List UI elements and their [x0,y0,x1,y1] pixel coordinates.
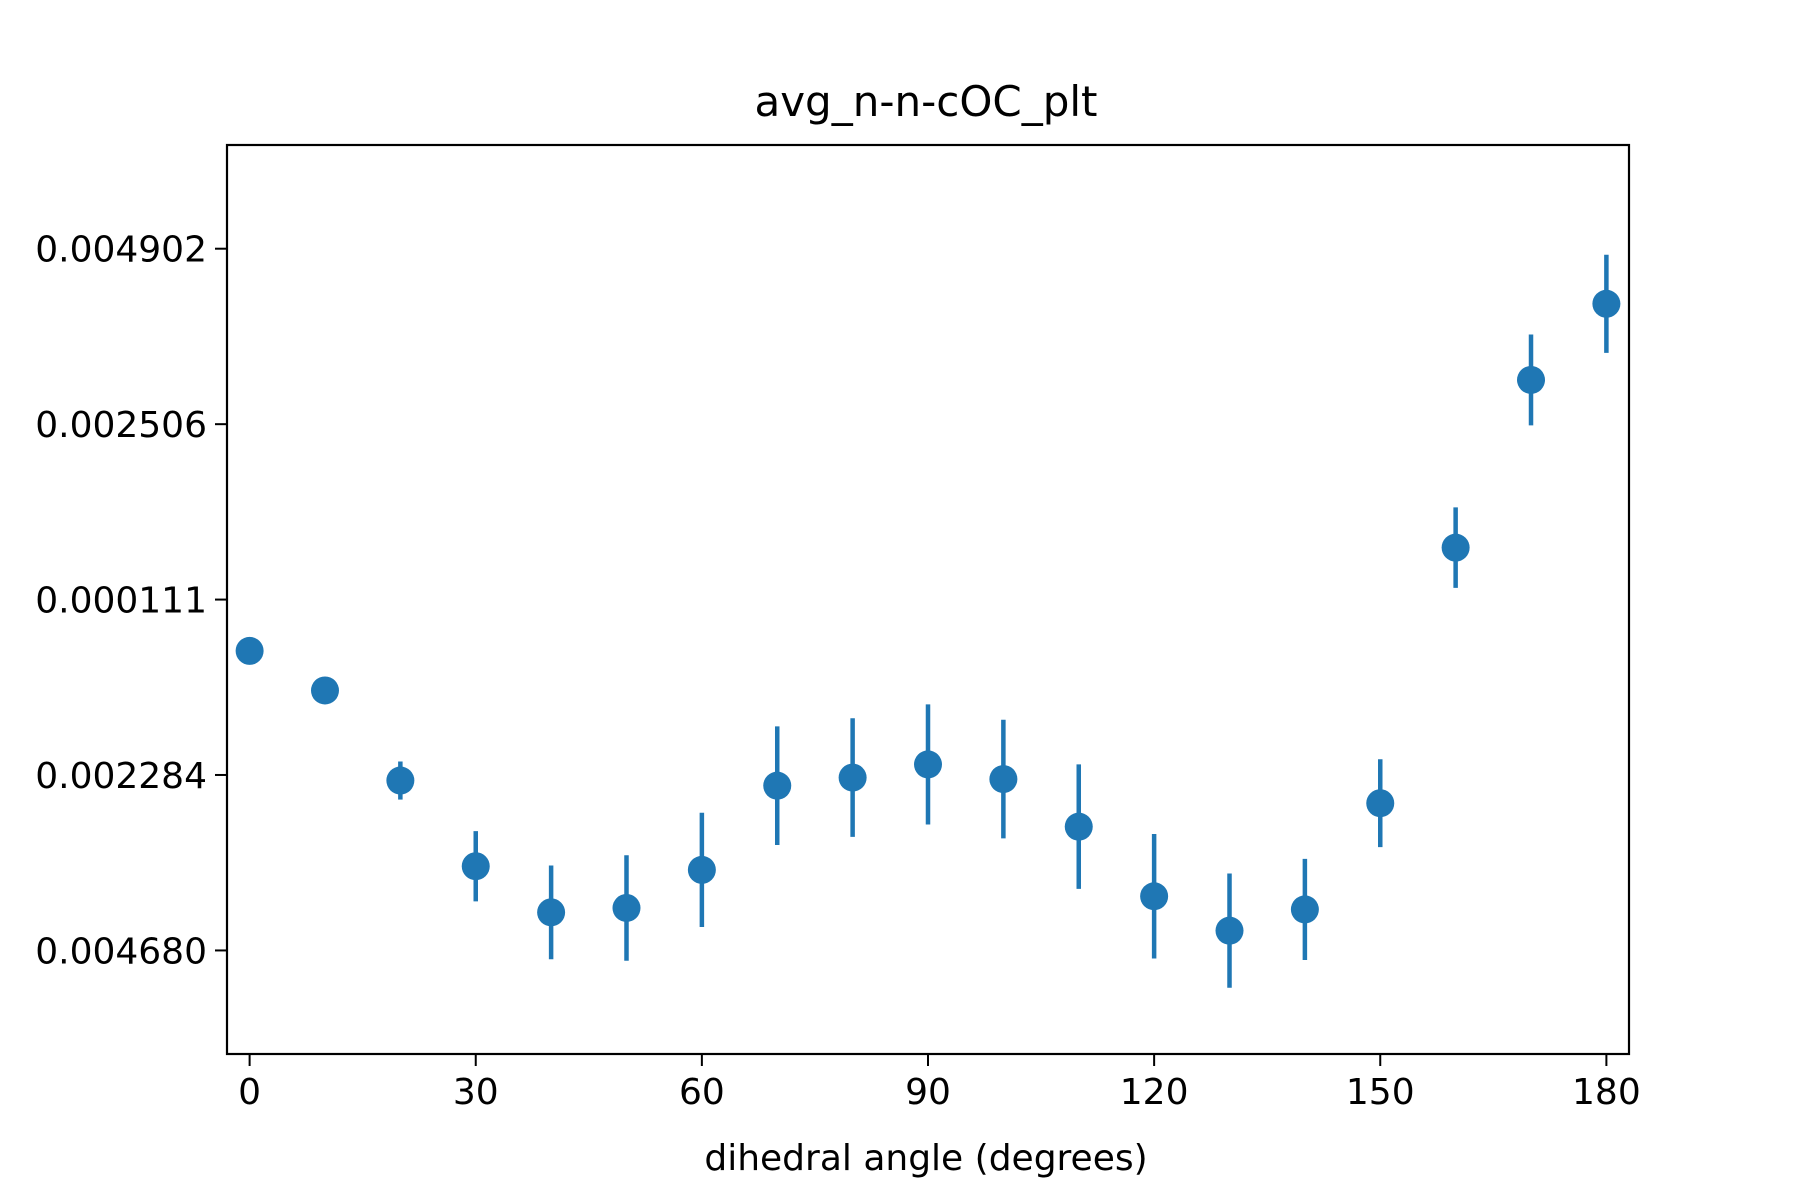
x-axis-label: dihedral angle (degrees) [704,1138,1147,1179]
data-point [1140,882,1169,911]
y-tick-label: 0.004902 [35,230,207,271]
x-axis: 0 30 60 90 120 150 180 [238,1054,1641,1113]
y-axis: 0.004902 0.002506 0.000111 0.002284 0.004680 [35,230,227,972]
y-tick-label: 0.000111 [35,581,207,622]
x-tick-label: 150 [1346,1072,1415,1113]
data-point [310,676,339,705]
x-tick-label: 30 [453,1072,499,1113]
data-point [1290,895,1319,924]
data-point [235,636,264,665]
data-point [1592,289,1621,318]
x-tick-label: 120 [1120,1072,1189,1113]
x-tick-label: 60 [679,1072,725,1113]
data-point [763,771,792,800]
data-point [914,750,942,779]
y-tick-label: 0.004680 [35,931,207,972]
data-point [1517,365,1546,394]
data-point [1366,789,1395,818]
data-point [1441,533,1470,562]
data-marks [235,254,1621,988]
x-tick-label: 180 [1572,1072,1641,1113]
data-point [1064,812,1093,841]
y-tick-label: 0.002284 [35,756,207,797]
data-point [386,766,415,795]
chart-title: avg_n-n-cOC_plt [754,77,1097,126]
x-tick-label: 90 [905,1072,951,1113]
x-tick-label: 0 [238,1072,261,1113]
y-tick-label: 0.002506 [35,405,207,446]
plot-area-frame [225,143,1631,1056]
data-point [537,898,566,927]
data-point [687,855,716,884]
data-point [838,763,867,792]
data-point [1215,916,1244,945]
data-point [461,852,490,881]
data-point [612,893,641,922]
data-point [989,765,1018,794]
